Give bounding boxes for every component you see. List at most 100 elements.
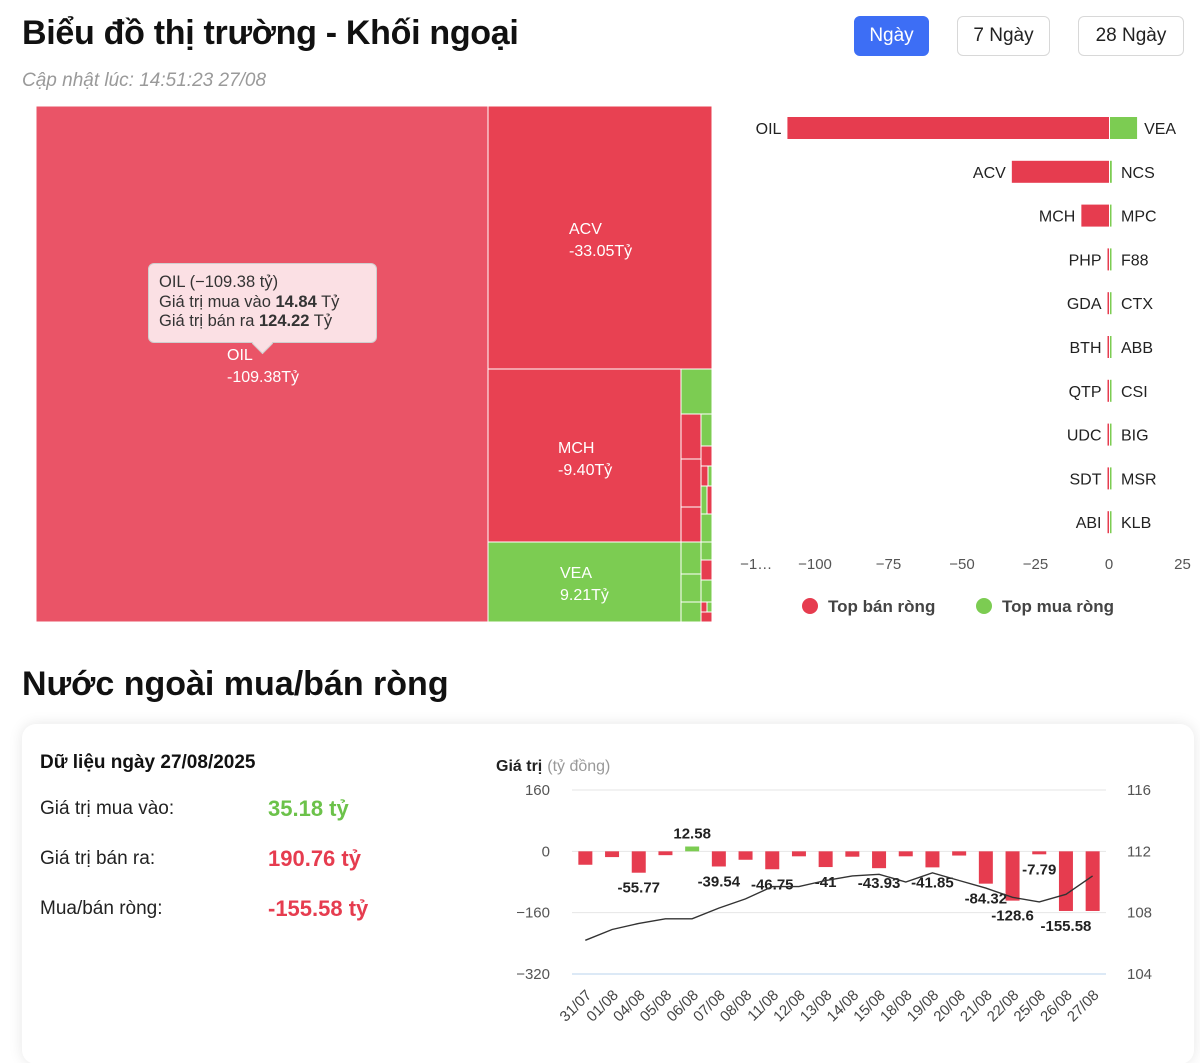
range-28day-button[interactable]: 28 Ngày [1078, 16, 1184, 56]
sell-bar[interactable] [1107, 511, 1110, 534]
treemap-small-cell[interactable] [700, 445, 712, 467]
sell-bar[interactable] [1107, 248, 1110, 271]
sell-ticker-label: ACV [973, 165, 1006, 182]
tooltip-sell-value: 124.22 [258, 312, 310, 330]
sell-bar[interactable] [1107, 423, 1110, 446]
buy-bar[interactable] [1110, 204, 1112, 227]
treemap-small-cell[interactable] [680, 368, 712, 415]
net-bar[interactable] [605, 851, 620, 858]
buy-bar[interactable] [1110, 336, 1112, 358]
x-tick-label: 25 [1174, 556, 1191, 573]
net-flow-treemap: OIL -109.38Tỷ ACV -33.05Tỷ MCH -9.40Tỷ V… [36, 106, 712, 622]
net-bar[interactable] [845, 851, 860, 857]
buy-bar[interactable] [1110, 467, 1112, 490]
x-tick-label: −25 [1023, 556, 1048, 573]
net-bar[interactable] [872, 851, 887, 869]
treemap-small-cell[interactable] [700, 611, 712, 622]
tooltip-sell-label: Giá trị bán ra [159, 312, 255, 330]
sell-bar[interactable] [1081, 204, 1109, 227]
net-bar[interactable] [658, 851, 673, 856]
net-bar[interactable] [685, 846, 700, 852]
buy-bar[interactable] [1110, 160, 1112, 183]
sell-bar[interactable] [1107, 336, 1110, 358]
buy-bar[interactable] [1110, 511, 1112, 534]
treemap-label-mch: MCH [558, 440, 594, 457]
section-title: Nước ngoài mua/bán ròng [22, 665, 449, 703]
x-tick-label: −75 [876, 556, 901, 573]
legend-buy-label[interactable]: Top mua ròng [1002, 597, 1114, 616]
buy-bar[interactable] [1110, 248, 1112, 271]
treemap-cell-vea[interactable] [487, 541, 682, 622]
sell-bar[interactable] [1011, 160, 1109, 183]
net-bar[interactable] [1032, 851, 1047, 855]
bar-data-label: -41.85 [911, 874, 954, 891]
treemap-small-cell[interactable] [700, 579, 712, 603]
buy-ticker-label: CTX [1121, 296, 1153, 313]
legend-sell-label[interactable]: Top bán ròng [828, 597, 935, 616]
range-day-button[interactable]: Ngày [854, 16, 929, 56]
buy-bar[interactable] [1110, 423, 1112, 446]
card-title: Dữ liệu ngày 27/08/2025 [40, 752, 256, 773]
treemap-small-cell[interactable] [707, 465, 712, 487]
y-tick-label: −320 [516, 966, 550, 983]
buy-bar[interactable] [1110, 292, 1112, 315]
treemap-cell-mch[interactable] [487, 368, 682, 543]
treemap-small-cell[interactable] [700, 541, 712, 561]
net-bar[interactable] [818, 851, 833, 868]
sell-ticker-label: OIL [756, 121, 782, 138]
treemap-small-cell[interactable] [680, 458, 702, 508]
treemap-cell-acv[interactable] [487, 106, 712, 370]
sell-bar[interactable] [787, 117, 1109, 139]
range-7day-button[interactable]: 7 Ngày [957, 16, 1050, 56]
y-tick-label: −160 [516, 905, 550, 922]
net-bar[interactable] [765, 851, 780, 870]
bar-data-label: 12.58 [673, 826, 711, 843]
treemap-label-vea: VEA [560, 565, 592, 582]
buy-bar[interactable] [1110, 117, 1138, 139]
treemap-small-cell[interactable] [680, 506, 702, 543]
net-bar[interactable] [711, 851, 726, 867]
net-bar[interactable] [1058, 851, 1073, 911]
net-bar[interactable] [791, 851, 806, 857]
net-bar[interactable] [952, 851, 967, 856]
treemap-small-cell[interactable] [680, 573, 702, 603]
treemap-small-cell[interactable] [700, 413, 712, 447]
treemap-cell-oil[interactable] [36, 106, 489, 622]
sell-bar[interactable] [1107, 379, 1110, 402]
sell-bar[interactable] [1107, 467, 1110, 490]
buy-ticker-label: ABB [1121, 340, 1153, 357]
treemap-small-cell[interactable] [700, 559, 712, 581]
treemap-small-cell[interactable] [706, 601, 712, 613]
net-bar[interactable] [578, 851, 593, 865]
net-bar[interactable] [898, 851, 913, 857]
treemap-small-cell[interactable] [680, 541, 702, 575]
treemap-small-cells [680, 368, 712, 622]
net-bar[interactable] [978, 851, 993, 884]
x-tick-label: −50 [949, 556, 974, 573]
y-tick-label: 160 [525, 782, 550, 799]
buy-bar[interactable] [1110, 379, 1112, 402]
net-bar[interactable] [925, 851, 940, 868]
treemap-small-cell[interactable] [706, 485, 712, 515]
legend-buy-marker [976, 598, 992, 614]
net-bar[interactable] [1005, 851, 1020, 901]
bar-data-label: -128.6 [991, 908, 1034, 925]
treemap-small-cell[interactable] [700, 601, 708, 613]
y2-tick-label: 116 [1127, 782, 1151, 799]
net-bar[interactable] [631, 851, 646, 873]
buy-value-label: Giá trị mua vào: [40, 798, 175, 819]
tooltip-unit: Tỷ [313, 312, 333, 330]
treemap-small-cell[interactable] [700, 485, 708, 515]
treemap-small-cell[interactable] [680, 413, 702, 460]
treemap-small-cell[interactable] [700, 465, 709, 487]
net-bar[interactable] [738, 851, 753, 860]
treemap-value-mch: -9.40Tỷ [558, 462, 612, 479]
sell-bar[interactable] [1107, 292, 1110, 315]
bar-data-label: -41 [815, 874, 837, 891]
net-bar[interactable] [1085, 851, 1100, 911]
treemap-label-acv: ACV [569, 221, 602, 238]
tooltip-sell-row: Giá trị bán ra 124.22 Tỷ [159, 312, 366, 332]
treemap-small-cell[interactable] [700, 513, 712, 543]
net-value-label: Mua/bán ròng: [40, 898, 163, 919]
treemap-small-cell[interactable] [680, 601, 702, 622]
